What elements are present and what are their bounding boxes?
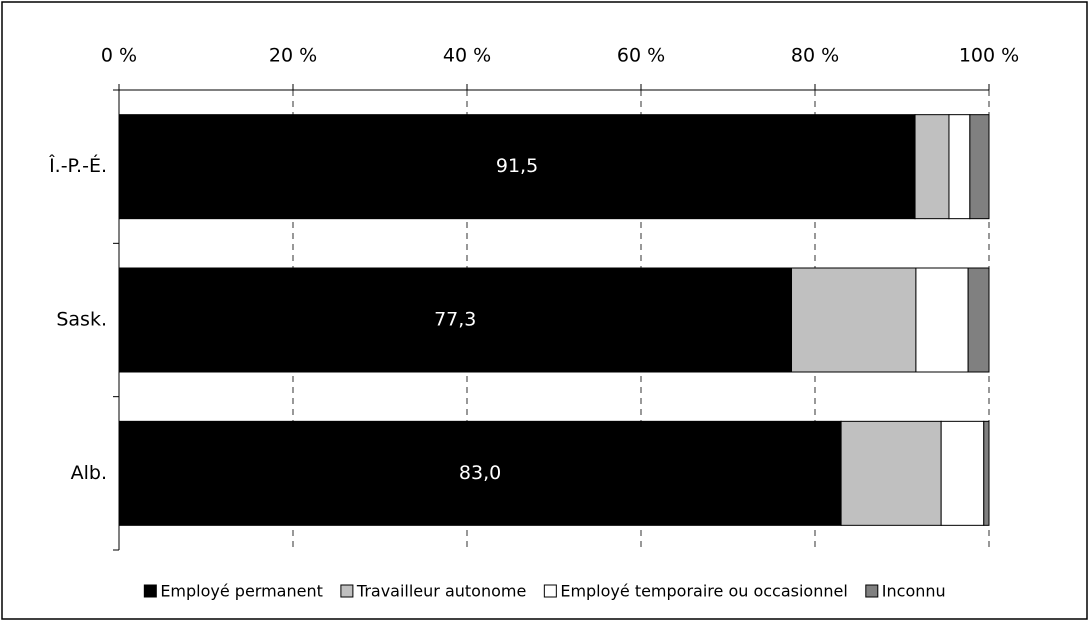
y-tick-label: Î.-P.-É. bbox=[48, 154, 107, 177]
bar-segment bbox=[840, 420, 942, 526]
data-label: 91,5 bbox=[496, 155, 538, 177]
bar-segment bbox=[118, 420, 842, 526]
legend-label: Employé temporaire ou occasionnel bbox=[560, 582, 847, 601]
bar-segment bbox=[791, 267, 917, 373]
bar-segment bbox=[915, 267, 969, 373]
bar-segment bbox=[940, 420, 985, 526]
legend-label: Travailleur autonome bbox=[356, 582, 526, 601]
x-tick-label: 40 % bbox=[443, 45, 491, 67]
x-tick-label: 80 % bbox=[791, 45, 839, 67]
bar-segment bbox=[983, 420, 990, 526]
legend-label: Employé permanent bbox=[160, 582, 323, 601]
y-tick-label: Sask. bbox=[56, 309, 107, 331]
legend-swatch bbox=[543, 584, 557, 598]
bar-segment bbox=[948, 114, 971, 220]
legend-label: Inconnu bbox=[882, 582, 946, 601]
bar-segment bbox=[914, 114, 950, 220]
x-tick-label: 20 % bbox=[269, 45, 317, 67]
x-tick-label: 60 % bbox=[617, 45, 665, 67]
bar-segment bbox=[969, 114, 990, 220]
x-tick-label: 100 % bbox=[959, 45, 1019, 67]
legend-swatch bbox=[143, 584, 157, 598]
bar-segment bbox=[967, 267, 990, 373]
y-tick-label: Alb. bbox=[71, 462, 107, 484]
data-label: 77,3 bbox=[434, 309, 476, 331]
legend-swatch bbox=[865, 584, 879, 598]
legend-swatch bbox=[340, 584, 354, 598]
data-label: 83,0 bbox=[459, 462, 501, 484]
x-tick-label: 0 % bbox=[101, 45, 137, 67]
bar-segment bbox=[118, 267, 793, 373]
